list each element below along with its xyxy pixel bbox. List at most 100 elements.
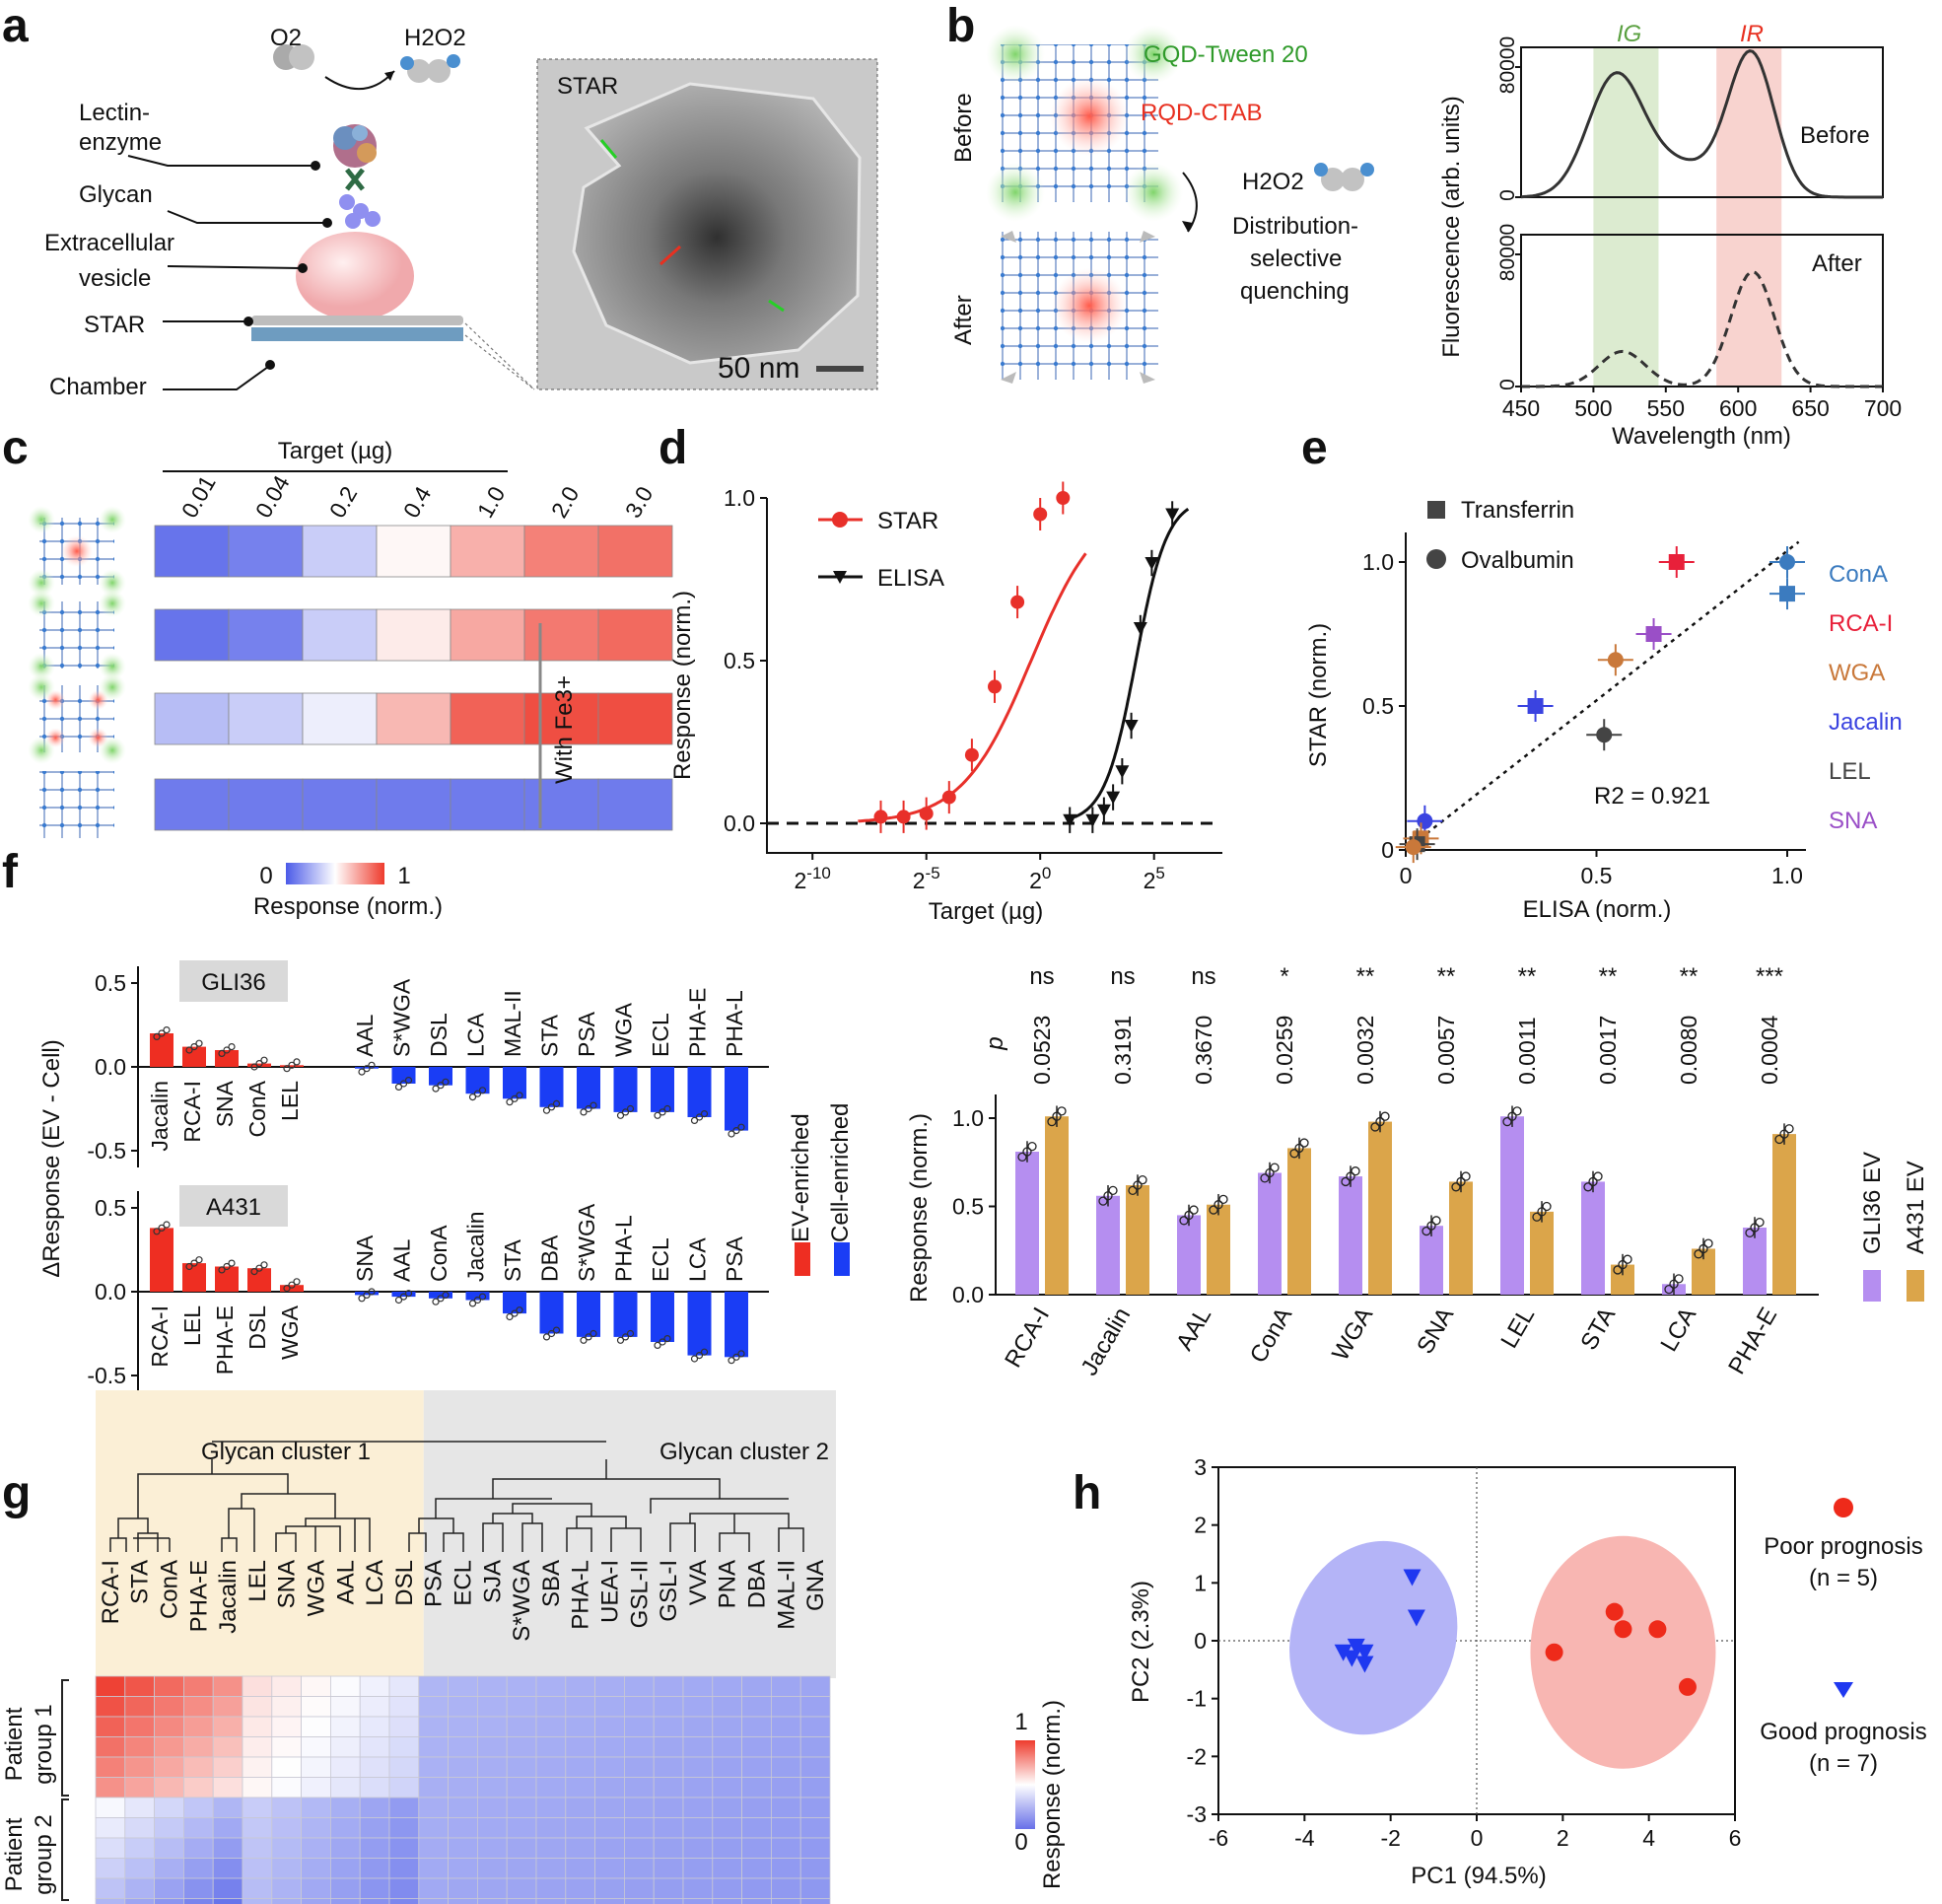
replicate-dot: [368, 1288, 376, 1296]
bar: [503, 1292, 526, 1314]
heat-cell: [476, 1716, 508, 1737]
bar-label: ECL: [648, 1237, 673, 1282]
heat-cell: [271, 1797, 302, 1818]
gli36-bar: [1096, 1195, 1120, 1295]
heat-cell: [182, 1736, 214, 1758]
ig-label: IG: [1617, 21, 1641, 47]
replicate-dot: [1694, 1249, 1703, 1259]
heat-cell: [594, 1877, 625, 1899]
glycan-column-label: ConA: [157, 1560, 183, 1619]
heat-cell: [448, 1675, 478, 1697]
heat-cell: [418, 1696, 449, 1718]
heat-cell: [741, 1837, 772, 1859]
bar-label: PSA: [722, 1235, 747, 1282]
replicate-dot: [1047, 1116, 1057, 1127]
heat-cell: [771, 1696, 801, 1718]
good-prognosis-point: [1403, 1569, 1422, 1587]
lectin-label: LCA: [1655, 1304, 1701, 1357]
reaction-arrow: [324, 70, 395, 90]
p-value-label: 0.0080: [1676, 1016, 1701, 1085]
heat-cell: [535, 1877, 567, 1899]
replicate-dot: [728, 1130, 735, 1138]
replicate-dot: [547, 1103, 556, 1111]
replicate-dot: [478, 1087, 487, 1094]
heat-cell: [565, 1696, 595, 1718]
heat-cell: [624, 1837, 655, 1859]
heat-cell: [653, 1675, 684, 1697]
heat-cell: [418, 1797, 449, 1818]
label-before: Before: [950, 93, 977, 163]
gqd-dot: [28, 653, 55, 680]
heat-cell: [476, 1797, 508, 1818]
heat-cell: [212, 1696, 243, 1718]
replicate-dot: [732, 1353, 740, 1361]
replicate-dot: [1138, 1175, 1147, 1185]
heat-cell: [95, 1777, 126, 1798]
heat-cell: [418, 1716, 449, 1737]
replicate-dot: [590, 1329, 597, 1338]
heat-cell: [535, 1716, 567, 1737]
heat-cell: [712, 1777, 742, 1798]
column-label: 1.0: [472, 482, 511, 523]
cluster1-label: Glycan cluster 1: [201, 1439, 371, 1465]
heat-cell: [242, 1696, 273, 1718]
replicate-dot: [399, 1293, 408, 1301]
replicate-dot: [223, 1046, 231, 1054]
replicate-dot: [585, 1104, 592, 1113]
heat-cell: [182, 1817, 214, 1839]
ytick-label: 1.0: [952, 1105, 984, 1131]
heat-cell: [95, 1817, 126, 1839]
glycan-icon: [339, 194, 381, 229]
label-after: After: [950, 295, 977, 345]
replicate-dot: [737, 1123, 745, 1131]
replicate-dot: [1588, 1176, 1598, 1187]
heat-cell: [388, 1736, 420, 1758]
x-axis-label: Wavelength (nm): [1612, 423, 1791, 450]
transferrin-point: [1527, 698, 1544, 714]
column-label: 2.0: [546, 482, 585, 523]
good-prognosis-point: [1355, 1644, 1374, 1661]
replicate-dot: [728, 1357, 735, 1365]
replicate-dot: [153, 1032, 161, 1041]
bar: [247, 1063, 271, 1067]
ytick-label: 0.5: [1362, 693, 1394, 719]
bar-label: RCA-I: [179, 1081, 205, 1143]
fit-line: [1405, 540, 1800, 851]
column-label: 0.01: [176, 471, 221, 523]
heat-cell: [712, 1877, 742, 1899]
heat-cell: [418, 1837, 449, 1859]
heat-cell: [682, 1756, 714, 1778]
xtick-label: 650: [1791, 395, 1829, 421]
glycan-column-label: SJA: [479, 1560, 506, 1603]
replicate-dot: [1750, 1223, 1760, 1233]
lectin-legend-label: RCA-I: [1829, 610, 1893, 637]
label-star: STAR: [84, 312, 145, 338]
heat-cell: [653, 1716, 684, 1737]
heat-cell: [448, 1736, 478, 1758]
heat-cell: [653, 1777, 684, 1798]
xtick-label: 2-10: [795, 864, 831, 893]
bar-label: WGA: [277, 1305, 303, 1360]
group2-label-1: Patient: [1, 1817, 28, 1891]
heat-cell: [506, 1675, 537, 1697]
heat-cell: [565, 1877, 595, 1899]
heat-cell: [682, 1858, 714, 1879]
heat-cell: [741, 1898, 772, 1904]
bar-label: DBA: [537, 1234, 563, 1282]
spectrum-after-line: [1521, 270, 1883, 388]
heat-cell: [182, 1777, 214, 1798]
replicate-dot: [250, 1267, 258, 1276]
cell-line-tag: GLI36: [201, 969, 265, 996]
xtick-label: 2: [1557, 1825, 1569, 1851]
heat-cell: [653, 1877, 684, 1899]
label-chamber: Chamber: [49, 374, 147, 400]
heat-cell: [624, 1877, 655, 1899]
legend-good-n: (n = 7): [1809, 1750, 1878, 1777]
significance-label: **: [1437, 963, 1456, 990]
heat-cell: [329, 1817, 361, 1839]
heat-cell: [535, 1837, 567, 1859]
replicate-dot: [363, 1065, 371, 1073]
cbar-max: 1: [397, 863, 410, 889]
bar-label: ECL: [648, 1013, 673, 1057]
replicate-dot: [1214, 1200, 1223, 1210]
